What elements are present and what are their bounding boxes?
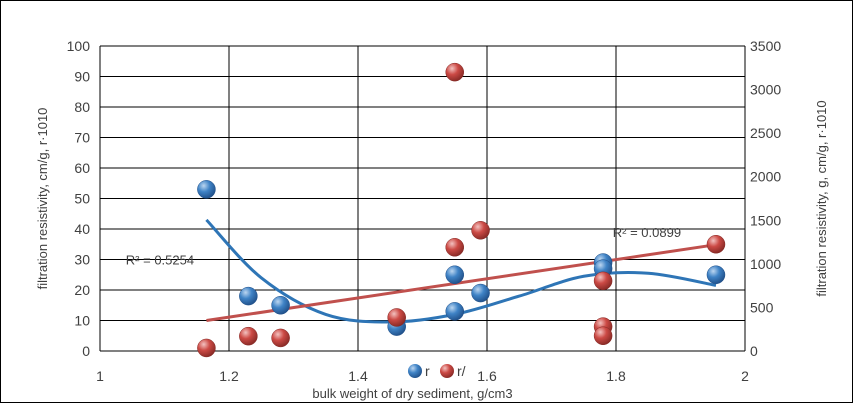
- x-tick-label: 1: [96, 368, 104, 384]
- y-right-tick-label: 3000: [750, 82, 781, 98]
- y-left-tick-label: 60: [74, 160, 90, 176]
- data-point-r-prime: [593, 271, 613, 291]
- data-point-r-prime: [197, 338, 216, 358]
- y-axis-left-title: filtration resistivity, cm/g, r·1010: [35, 108, 50, 290]
- data-point-r-prime: [271, 328, 290, 348]
- y-left-tick-label: 30: [74, 252, 90, 268]
- point-layer: [197, 62, 726, 358]
- data-point-r: [271, 296, 290, 315]
- y-left-tick-label: 100: [67, 38, 91, 54]
- y-left-tick-label: 10: [74, 313, 90, 329]
- x-tick-label: 1.6: [477, 368, 497, 384]
- data-point-r: [239, 286, 258, 306]
- y-left-tick-label: 80: [74, 99, 90, 115]
- x-tick-label: 1.2: [219, 368, 239, 384]
- data-point-r-prime: [706, 235, 726, 254]
- data-point-r-prime: [387, 308, 406, 327]
- y-axis-right-title: filtration resistivity, g, cm/g, r·1010: [814, 100, 829, 296]
- y-left-tick-label: 20: [74, 282, 90, 298]
- y-left-tick-label: 40: [74, 221, 90, 237]
- legend-marker-r: [408, 364, 422, 378]
- y-right-tick-label: 2500: [750, 125, 781, 141]
- x-axis-title: bulk weight of dry sediment, g/cm3: [312, 386, 512, 401]
- x-tick-label: 1.8: [606, 368, 626, 384]
- data-point-r: [471, 283, 490, 303]
- y-right-tick-label: 1500: [750, 212, 781, 228]
- data-point-r-prime: [445, 238, 464, 257]
- y-left-tick-label: 0: [82, 343, 90, 359]
- y-right-tick-label: 3500: [750, 38, 781, 54]
- trendline-r-prime: [206, 243, 717, 322]
- x-tick-label: 1.4: [348, 368, 368, 384]
- data-point-r-prime: [593, 326, 613, 345]
- data-point-r: [706, 265, 726, 284]
- data-point-r-prime: [239, 326, 258, 346]
- y-left-tick-label: 90: [74, 69, 90, 85]
- data-point-r: [445, 302, 464, 321]
- grid-layer: [99, 45, 746, 352]
- x-tick-label: 2: [741, 368, 749, 384]
- y-left-tick-label: 70: [74, 130, 90, 146]
- y-right-tick-label: 1000: [750, 256, 781, 272]
- legend-marker-r-prime: [440, 364, 454, 378]
- data-point-r: [445, 265, 464, 284]
- data-point-r: [197, 180, 216, 199]
- y-right-tick-label: 0: [750, 343, 758, 359]
- r-squared-label-r-prime: R² = 0.0899: [613, 225, 681, 240]
- r-squared-label-r: R² = 0.5254: [126, 253, 194, 268]
- legend-label-r: r: [425, 363, 430, 379]
- legend: r r/: [408, 363, 466, 379]
- legend-label-r-prime: r/: [457, 363, 466, 379]
- data-point-r-prime: [445, 62, 464, 82]
- y-right-tick-label: 500: [750, 299, 774, 315]
- y-right-tick-label: 2000: [750, 169, 781, 185]
- data-point-r-prime: [471, 221, 490, 240]
- y-left-tick-label: 50: [74, 191, 90, 207]
